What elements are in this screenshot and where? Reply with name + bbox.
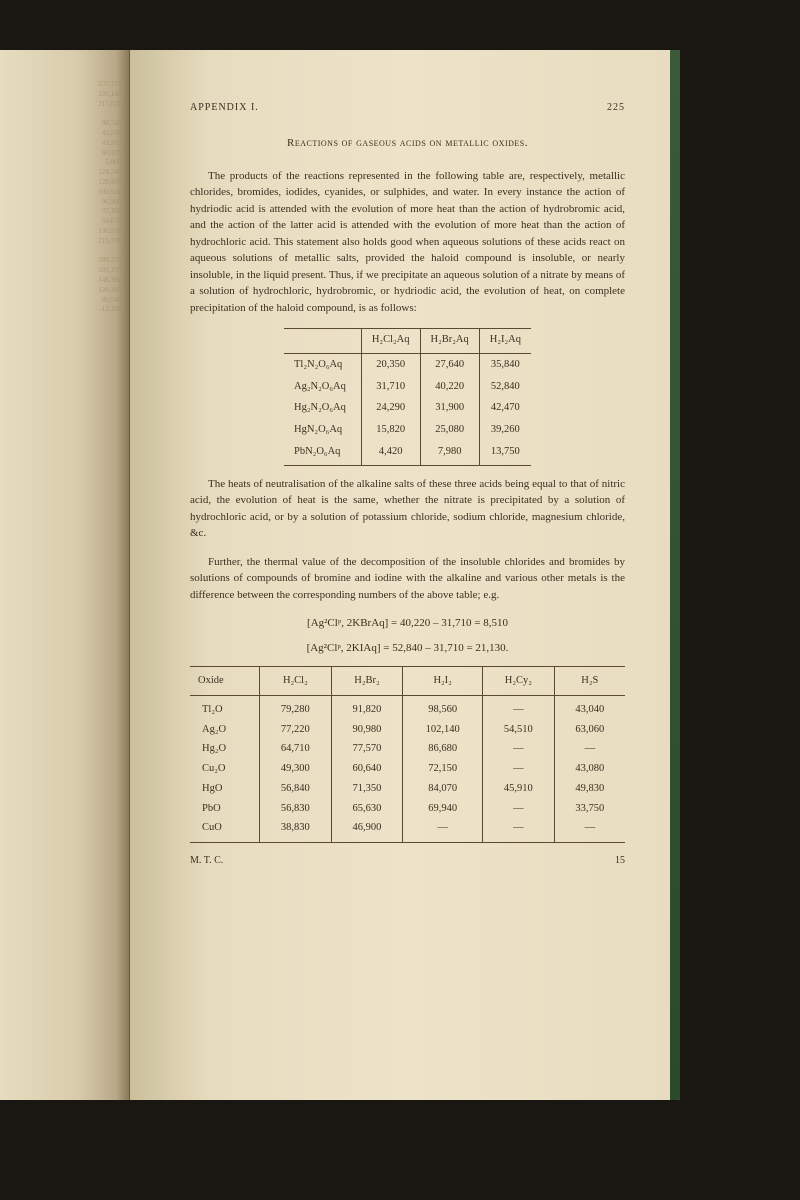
t2-r1c1: 77,220: [260, 720, 332, 740]
t2-r6c0: CuO: [190, 818, 260, 842]
table-1: H₂Cl₂Aq H₂Br₂Aq H₂I₂Aq Tl₂N₂O₆Aq20,35027…: [284, 328, 531, 466]
t2-r1c0: Ag₂O: [190, 720, 260, 740]
t2-h3: H₂I₂: [403, 667, 483, 696]
t1-r2c1: 24,290: [361, 397, 420, 419]
t2-r4c3: 84,070: [403, 779, 483, 799]
book-edge: [670, 50, 680, 1100]
equation-1: [Ag²Clᵖ, 2KBrAq] = 40,220 – 31,710 = 8,5…: [190, 615, 625, 632]
section-title: Reactions of gaseous acids on metallic o…: [190, 135, 625, 152]
t1-r4c0: PbN₂O₆Aq: [284, 441, 361, 465]
t2-r0c3: 98,560: [403, 695, 483, 719]
t2-r6c4: —: [483, 818, 555, 842]
t1-r0c2: 27,640: [420, 353, 479, 375]
footer-right: 15: [615, 853, 625, 868]
equation-2: [Ag²Clᵖ, 2KIAq] = 52,840 – 31,710 = 21,1…: [190, 640, 625, 657]
t1-h2: H₂Br₂Aq: [420, 329, 479, 354]
t2-r5c3: 69,940: [403, 799, 483, 819]
t2-r0c0: Tl₂O: [190, 695, 260, 719]
t2-r6c5: —: [554, 818, 625, 842]
t1-r2c0: Hg₂N₂O₆Aq: [284, 397, 361, 419]
t1-r4c1: 4,420: [361, 441, 420, 465]
t2-r0c4: —: [483, 695, 555, 719]
t1-r0c1: 20,350: [361, 353, 420, 375]
t1-r4c3: 13,750: [479, 441, 531, 465]
t1-r3c0: HgN₂O₆Aq: [284, 419, 361, 441]
t2-h1: H₂Cl₂: [260, 667, 332, 696]
t2-h5: H₂S: [554, 667, 625, 696]
t2-r6c2: 46,900: [331, 818, 403, 842]
t1-r0c0: Tl₂N₂O₆Aq: [284, 353, 361, 375]
t2-r0c5: 43,040: [554, 695, 625, 719]
t2-r6c3: —: [403, 818, 483, 842]
table-2: Oxide H₂Cl₂ H₂Br₂ H₂I₂ H₂Cy₂ H₂S Tl₂O79,…: [190, 666, 625, 843]
t1-r1c0: Ag₂N₂O₆Aq: [284, 376, 361, 398]
t1-h1: H₂Cl₂Aq: [361, 329, 420, 354]
t1-h3: H₂I₂Aq: [479, 329, 531, 354]
t2-h2: H₂Br₂: [331, 667, 403, 696]
t1-r3c3: 39,260: [479, 419, 531, 441]
t2-r5c1: 56,830: [260, 799, 332, 819]
t1-r2c3: 42,470: [479, 397, 531, 419]
t2-h4: H₂Cy₂: [483, 667, 555, 696]
t1-h0: [284, 329, 361, 354]
left-page: 237,120226,140217,020 88,74042,24043,260…: [0, 50, 130, 1100]
t2-r3c4: —: [483, 759, 555, 779]
t1-r1c2: 40,220: [420, 376, 479, 398]
footer-left: M. T. C.: [190, 853, 223, 868]
t2-r4c5: 49,830: [554, 779, 625, 799]
t1-r4c2: 7,980: [420, 441, 479, 465]
t2-r3c2: 60,640: [331, 759, 403, 779]
book-container: 237,120226,140217,020 88,74042,24043,260…: [0, 50, 680, 1100]
t2-r1c3: 102,140: [403, 720, 483, 740]
t2-r3c1: 49,300: [260, 759, 332, 779]
t1-r1c1: 31,710: [361, 376, 420, 398]
left-page-fragment: 237,120226,140217,020 88,74042,24043,260…: [98, 80, 121, 315]
t2-r3c0: Cu₂O: [190, 759, 260, 779]
t2-r1c2: 90,980: [331, 720, 403, 740]
t1-r0c3: 35,840: [479, 353, 531, 375]
t1-r3c2: 25,080: [420, 419, 479, 441]
t2-r2c1: 64,710: [260, 739, 332, 759]
right-page: APPENDIX I. 225 Reactions of gaseous aci…: [130, 50, 680, 1100]
t2-r2c3: 86,680: [403, 739, 483, 759]
t2-r3c5: 43,080: [554, 759, 625, 779]
t2-r5c2: 65,630: [331, 799, 403, 819]
t2-r6c1: 38,830: [260, 818, 332, 842]
paragraph-1: The products of the reactions represente…: [190, 168, 625, 317]
t1-r1c3: 52,840: [479, 376, 531, 398]
t2-r2c0: Hg₂O: [190, 739, 260, 759]
t2-r4c2: 71,350: [331, 779, 403, 799]
t2-h0: Oxide: [190, 667, 260, 696]
t2-r0c1: 79,280: [260, 695, 332, 719]
t2-r1c5: 63,060: [554, 720, 625, 740]
t2-r2c4: —: [483, 739, 555, 759]
t2-r4c4: 45,910: [483, 779, 555, 799]
t2-r1c4: 54,510: [483, 720, 555, 740]
page-number: 225: [607, 100, 625, 115]
t2-r2c2: 77,570: [331, 739, 403, 759]
t2-r0c2: 91,820: [331, 695, 403, 719]
page-footer: M. T. C. 15: [190, 853, 625, 868]
t2-r5c0: PbO: [190, 799, 260, 819]
paragraph-3: Further, the thermal value of the decomp…: [190, 554, 625, 604]
page-header: APPENDIX I. 225: [190, 100, 625, 115]
t1-r3c1: 15,820: [361, 419, 420, 441]
t2-r2c5: —: [554, 739, 625, 759]
t2-r4c0: HgO: [190, 779, 260, 799]
paragraph-2: The heats of neutralisation of the alkal…: [190, 476, 625, 542]
t2-r3c3: 72,150: [403, 759, 483, 779]
header-section: APPENDIX I.: [190, 100, 259, 115]
t2-r5c5: 33,750: [554, 799, 625, 819]
t2-r5c4: —: [483, 799, 555, 819]
t2-r4c1: 56,840: [260, 779, 332, 799]
t1-r2c2: 31,900: [420, 397, 479, 419]
